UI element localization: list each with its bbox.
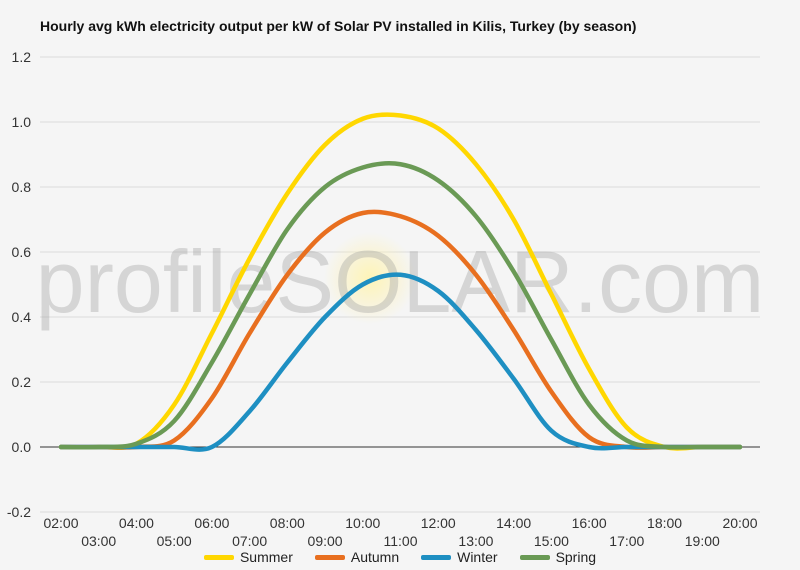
y-tick-label: 0.6 [12, 244, 32, 260]
x-tick-label: 09:00 [308, 533, 343, 549]
x-tick-label: 13:00 [458, 533, 493, 549]
x-tick-label: 03:00 [81, 533, 116, 549]
series-line-winter [58, 272, 743, 452]
y-tick-label: 1.2 [12, 49, 32, 65]
legend-item-summer: Summer [203, 549, 293, 565]
legend-item-winter: Winter [421, 549, 498, 565]
legend-item-autumn: Autumn [314, 549, 400, 565]
watermark-sun [324, 232, 416, 324]
x-tick-label: 17:00 [609, 533, 644, 549]
legend-swatch [203, 554, 234, 560]
x-tick-label: 08:00 [270, 515, 305, 531]
x-tick-label: 16:00 [572, 515, 607, 531]
legend-swatch [421, 554, 452, 560]
y-tick-label: 0.8 [12, 179, 32, 195]
legend-label: Autumn [350, 549, 400, 565]
x-tick-label: 07:00 [232, 533, 267, 549]
x-tick-label: 20:00 [722, 515, 757, 531]
x-tick-label: 11:00 [384, 533, 418, 549]
x-tick-label: 15:00 [534, 533, 569, 549]
x-tick-label: 04:00 [119, 515, 154, 531]
x-tick-label: 12:00 [421, 515, 456, 531]
y-tick-label: 1.0 [12, 114, 32, 130]
legend-label: Spring [555, 549, 597, 565]
x-tick-label: 06:00 [194, 515, 229, 531]
series-line-summer [58, 112, 743, 451]
x-tick-label: 14:00 [496, 515, 531, 531]
x-tick-label: 19:00 [685, 533, 720, 549]
y-tick-label: 0.2 [12, 374, 32, 390]
y-tick-label: 0.0 [12, 439, 32, 455]
legend-item-spring: Spring [519, 549, 597, 565]
y-tick-label: 0.4 [12, 309, 32, 325]
legend: Summer Autumn Winter Spring [0, 549, 800, 565]
legend-label: Summer [239, 549, 293, 565]
legend-label: Winter [457, 549, 498, 565]
y-tick-label: -0.2 [7, 504, 31, 520]
series-line-spring [58, 161, 743, 450]
watermark: profileSOLAR.com [36, 232, 765, 331]
x-tick-label: 10:00 [345, 515, 380, 531]
chart-title: Hourly avg kWh electricity output per kW… [40, 18, 637, 34]
x-tick-label: 02:00 [43, 515, 78, 531]
legend-swatch [314, 554, 345, 560]
x-tick-label: 05:00 [157, 533, 192, 549]
x-tick-label: 18:00 [647, 515, 682, 531]
legend-swatch [519, 554, 550, 560]
